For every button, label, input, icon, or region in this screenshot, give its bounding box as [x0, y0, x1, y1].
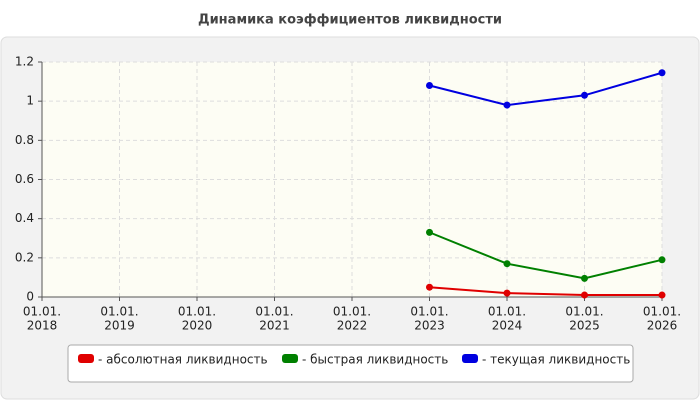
- x-tick-label: 2024: [492, 319, 523, 333]
- data-point: [503, 289, 511, 297]
- x-tick-label: 01.01.: [643, 305, 681, 319]
- x-tick-label: 2026: [647, 319, 678, 333]
- data-point: [581, 291, 588, 299]
- data-point: [658, 291, 666, 299]
- y-tick-label: 0.2: [15, 250, 34, 264]
- y-tick-label: 1: [26, 94, 34, 108]
- y-tick-label: 0.8: [15, 133, 34, 147]
- y-tick-label: 0.4: [15, 211, 34, 225]
- data-point: [503, 260, 511, 268]
- x-tick-label: 01.01.: [565, 305, 603, 319]
- x-tick-label: 2020: [182, 319, 213, 333]
- chart-title: Динамика коэффициентов ликвидности: [198, 13, 502, 28]
- series-line: [429, 71, 663, 107]
- legend-swatch: [78, 354, 94, 363]
- legend: [67, 344, 634, 383]
- x-tick-label: 2018: [27, 319, 58, 333]
- series-line: [429, 286, 662, 297]
- x-tick-label: 01.01.: [100, 305, 138, 319]
- x-tick-label: 2019: [104, 319, 135, 333]
- data-point: [426, 283, 433, 291]
- y-tick-label: 0: [26, 290, 34, 304]
- x-tick-label: 01.01.: [333, 305, 371, 319]
- legend-label: - абсолютная ликвидность: [98, 353, 268, 367]
- legend-swatch: [282, 354, 298, 363]
- data-point: [658, 256, 666, 264]
- x-tick-label: 2021: [259, 319, 290, 333]
- y-tick-label: 0.6: [15, 172, 34, 186]
- legend-swatch: [462, 354, 478, 363]
- data-point: [658, 69, 666, 77]
- y-tick-label: 1.2: [15, 55, 34, 69]
- series-line: [429, 231, 663, 280]
- x-tick-label: 01.01.: [178, 305, 216, 319]
- x-tick-label: 01.01.: [255, 305, 293, 319]
- data-point: [581, 274, 588, 282]
- data-point: [503, 101, 511, 109]
- data-point: [426, 228, 433, 236]
- legend-label: - текущая ликвидность: [482, 353, 630, 367]
- data-point: [426, 82, 433, 89]
- x-tick-label: 2023: [414, 319, 445, 333]
- data-point: [581, 91, 588, 99]
- legend-label: - быстрая ликвидность: [302, 353, 448, 367]
- x-tick-label: 01.01.: [488, 305, 526, 319]
- x-tick-label: 2022: [337, 319, 368, 333]
- x-tick-label: 2025: [569, 319, 600, 333]
- x-tick-label: 01.01.: [23, 305, 61, 319]
- x-tick-label: 01.01.: [410, 305, 448, 319]
